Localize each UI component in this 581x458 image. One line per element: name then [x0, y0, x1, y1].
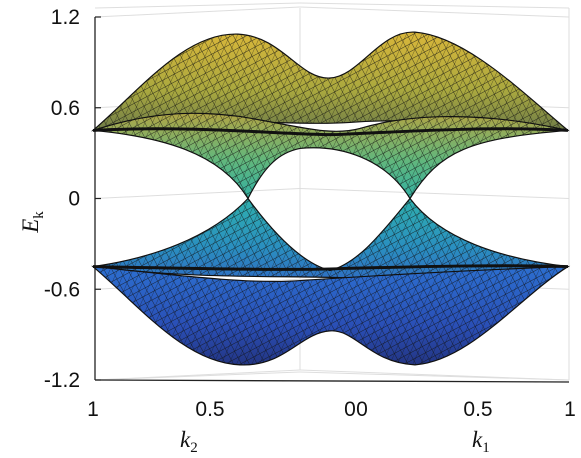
middle-upper-band	[92, 112, 569, 200]
middle-lower-band-mesh-cross	[93, 198, 568, 280]
k2-axis-label: k2	[180, 427, 198, 456]
z-tick-label: 0	[68, 188, 80, 211]
k2-tick-label: 1	[87, 398, 99, 421]
k1-axis-ticks: 0 0.5 1	[356, 398, 576, 421]
base-axis-line	[94, 379, 570, 383]
upper-band-mesh-cross	[93, 32, 568, 131]
k1-tick-label: 0.5	[463, 398, 492, 421]
lower-band-mesh-cross	[93, 266, 568, 365]
k2-axis-ticks: 1 0.5 0	[87, 398, 356, 421]
upper-degeneracy-seam	[92, 127, 569, 137]
upper-band	[91, 31, 570, 132]
z-axis-ticks: 1.2 0.6 0 -0.6 -1.2	[44, 6, 101, 392]
k2-tick-label: 0.5	[195, 398, 224, 421]
k1-tick-label: 1	[564, 398, 576, 421]
k1-tick-label: 0	[356, 398, 368, 421]
z-tick-label: 1.2	[51, 6, 80, 29]
surfaces	[91, 31, 571, 366]
k2-tick-label: 0	[344, 398, 356, 421]
z-tick-label: -0.6	[44, 278, 80, 301]
middle-upper-band-mesh-cross	[93, 113, 568, 199]
z-tick-label: -1.2	[44, 369, 80, 392]
z-tick-label: 0.6	[51, 97, 80, 120]
k1-axis-label: k1	[472, 427, 490, 456]
lower-band	[91, 265, 571, 366]
z-axis-label: Ek	[18, 211, 47, 234]
lower-degeneracy-seam	[92, 264, 569, 271]
